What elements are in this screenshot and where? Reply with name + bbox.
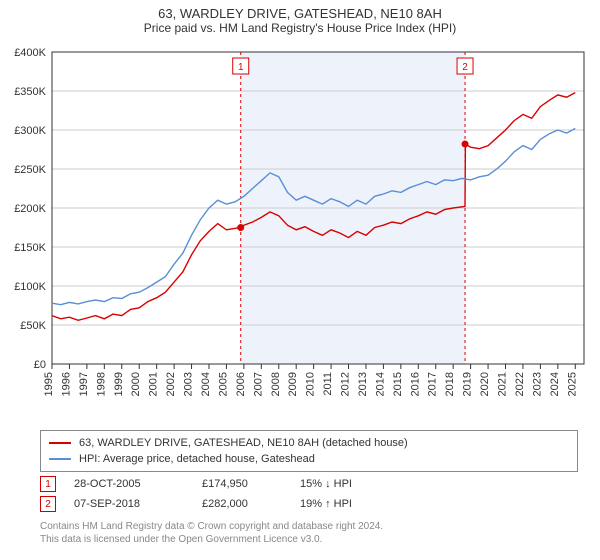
footer-line: Contains HM Land Registry data © Crown c… <box>40 520 383 533</box>
svg-text:2011: 2011 <box>322 372 334 396</box>
svg-text:£100K: £100K <box>14 281 46 293</box>
event-list: 1 28-OCT-2005 £174,950 15% ↓ HPI 2 07-SE… <box>40 474 390 514</box>
event-date: 07-SEP-2018 <box>74 498 184 510</box>
event-delta: 15% ↓ HPI <box>300 478 390 490</box>
event-date: 28-OCT-2005 <box>74 478 184 490</box>
chart-title: 63, WARDLEY DRIVE, GATESHEAD, NE10 8AH <box>0 0 600 21</box>
svg-text:2005: 2005 <box>217 372 229 396</box>
legend-item: HPI: Average price, detached house, Gate… <box>49 451 569 467</box>
chart-subtitle: Price paid vs. HM Land Registry's House … <box>0 21 600 39</box>
svg-text:£0: £0 <box>34 359 46 371</box>
event-row: 2 07-SEP-2018 £282,000 19% ↑ HPI <box>40 494 390 514</box>
legend-swatch <box>49 442 71 444</box>
legend-label: 63, WARDLEY DRIVE, GATESHEAD, NE10 8AH (… <box>79 437 408 449</box>
svg-text:1998: 1998 <box>95 372 107 396</box>
event-row: 1 28-OCT-2005 £174,950 15% ↓ HPI <box>40 474 390 494</box>
svg-text:1999: 1999 <box>113 372 125 396</box>
svg-text:2008: 2008 <box>270 372 282 396</box>
svg-text:2007: 2007 <box>252 372 264 396</box>
svg-text:£250K: £250K <box>14 164 46 176</box>
svg-text:2021: 2021 <box>497 372 509 396</box>
svg-text:2012: 2012 <box>340 372 352 396</box>
svg-text:2002: 2002 <box>165 372 177 396</box>
svg-text:1995: 1995 <box>43 372 55 396</box>
svg-text:£300K: £300K <box>14 125 46 137</box>
svg-text:2018: 2018 <box>444 372 456 396</box>
svg-text:1: 1 <box>238 62 244 73</box>
svg-text:1996: 1996 <box>60 372 72 396</box>
svg-text:2014: 2014 <box>374 372 386 396</box>
svg-text:2001: 2001 <box>148 372 160 396</box>
legend: 63, WARDLEY DRIVE, GATESHEAD, NE10 8AH (… <box>40 430 578 472</box>
footer-line: This data is licensed under the Open Gov… <box>40 533 383 546</box>
svg-text:£150K: £150K <box>14 242 46 254</box>
svg-text:2022: 2022 <box>514 372 526 396</box>
svg-text:2: 2 <box>462 62 468 73</box>
svg-text:2016: 2016 <box>409 372 421 396</box>
event-price: £174,950 <box>202 478 282 490</box>
svg-text:£400K: £400K <box>14 47 46 59</box>
svg-text:£50K: £50K <box>20 320 46 332</box>
event-marker-icon: 2 <box>40 496 56 512</box>
svg-text:£350K: £350K <box>14 86 46 98</box>
svg-text:£200K: £200K <box>14 203 46 215</box>
svg-text:2023: 2023 <box>531 372 543 396</box>
svg-text:2020: 2020 <box>479 372 491 396</box>
event-marker-icon: 1 <box>40 476 56 492</box>
legend-label: HPI: Average price, detached house, Gate… <box>79 453 315 465</box>
svg-text:2010: 2010 <box>305 372 317 396</box>
svg-text:2004: 2004 <box>200 372 212 396</box>
svg-text:2009: 2009 <box>287 372 299 396</box>
event-delta: 19% ↑ HPI <box>300 498 390 510</box>
svg-text:2025: 2025 <box>566 372 578 396</box>
svg-text:2013: 2013 <box>357 372 369 396</box>
svg-text:2024: 2024 <box>549 372 561 396</box>
legend-item: 63, WARDLEY DRIVE, GATESHEAD, NE10 8AH (… <box>49 435 569 451</box>
svg-text:2000: 2000 <box>130 372 142 396</box>
chart-plot-area: £0 £50K £100K £150K £200K £250K £300K £350K £400… <box>0 44 600 414</box>
svg-text:2019: 2019 <box>462 372 474 396</box>
footer-attribution: Contains HM Land Registry data © Crown c… <box>40 520 383 546</box>
legend-swatch <box>49 458 71 460</box>
svg-text:1997: 1997 <box>78 372 90 396</box>
chart-container: { "title": "63, WARDLEY DRIVE, GATESHEAD… <box>0 0 600 560</box>
svg-text:2003: 2003 <box>183 372 195 396</box>
svg-text:2015: 2015 <box>392 372 404 396</box>
chart-svg: £0 £50K £100K £150K £200K £250K £300K £350K £400… <box>0 44 600 414</box>
svg-text:2006: 2006 <box>235 372 247 396</box>
event-price: £282,000 <box>202 498 282 510</box>
svg-text:2017: 2017 <box>427 372 439 396</box>
